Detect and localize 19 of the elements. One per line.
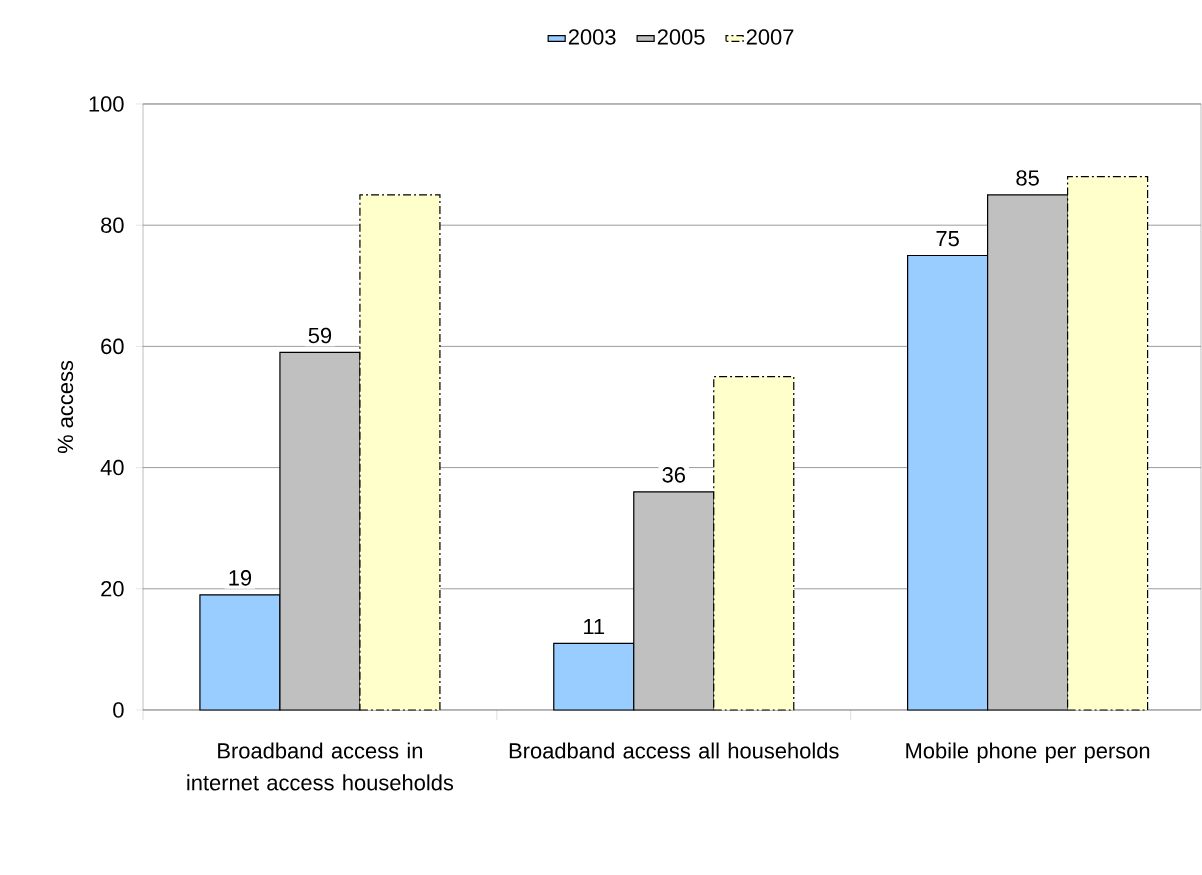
y-axis-title: % access	[57, 360, 74, 454]
data-label: 11	[584, 619, 605, 635]
y-tick-label: 40	[100, 459, 124, 476]
data-label: 36	[662, 467, 685, 483]
data-label: 75	[936, 230, 959, 247]
x-tick-label: Broadband access in internet access households	[187, 742, 454, 791]
x-tick-label: Broadband access all households	[509, 742, 839, 759]
y-tick-label: 0	[113, 702, 124, 718]
x-tick-label: Mobile phone per person	[906, 742, 1150, 763]
legend-label: 2005	[657, 29, 705, 45]
y-tick-label: 20	[101, 581, 124, 597]
y-tick-label: 60	[101, 338, 124, 355]
legend-label: 2007	[746, 29, 794, 45]
data-label: 85	[1016, 170, 1039, 186]
data-label: 59	[308, 327, 332, 344]
legend-label: 2003	[568, 29, 616, 45]
data-label: 19	[229, 570, 252, 586]
y-tick-label: 100	[89, 96, 124, 112]
y-tick-label: 80	[101, 217, 124, 233]
